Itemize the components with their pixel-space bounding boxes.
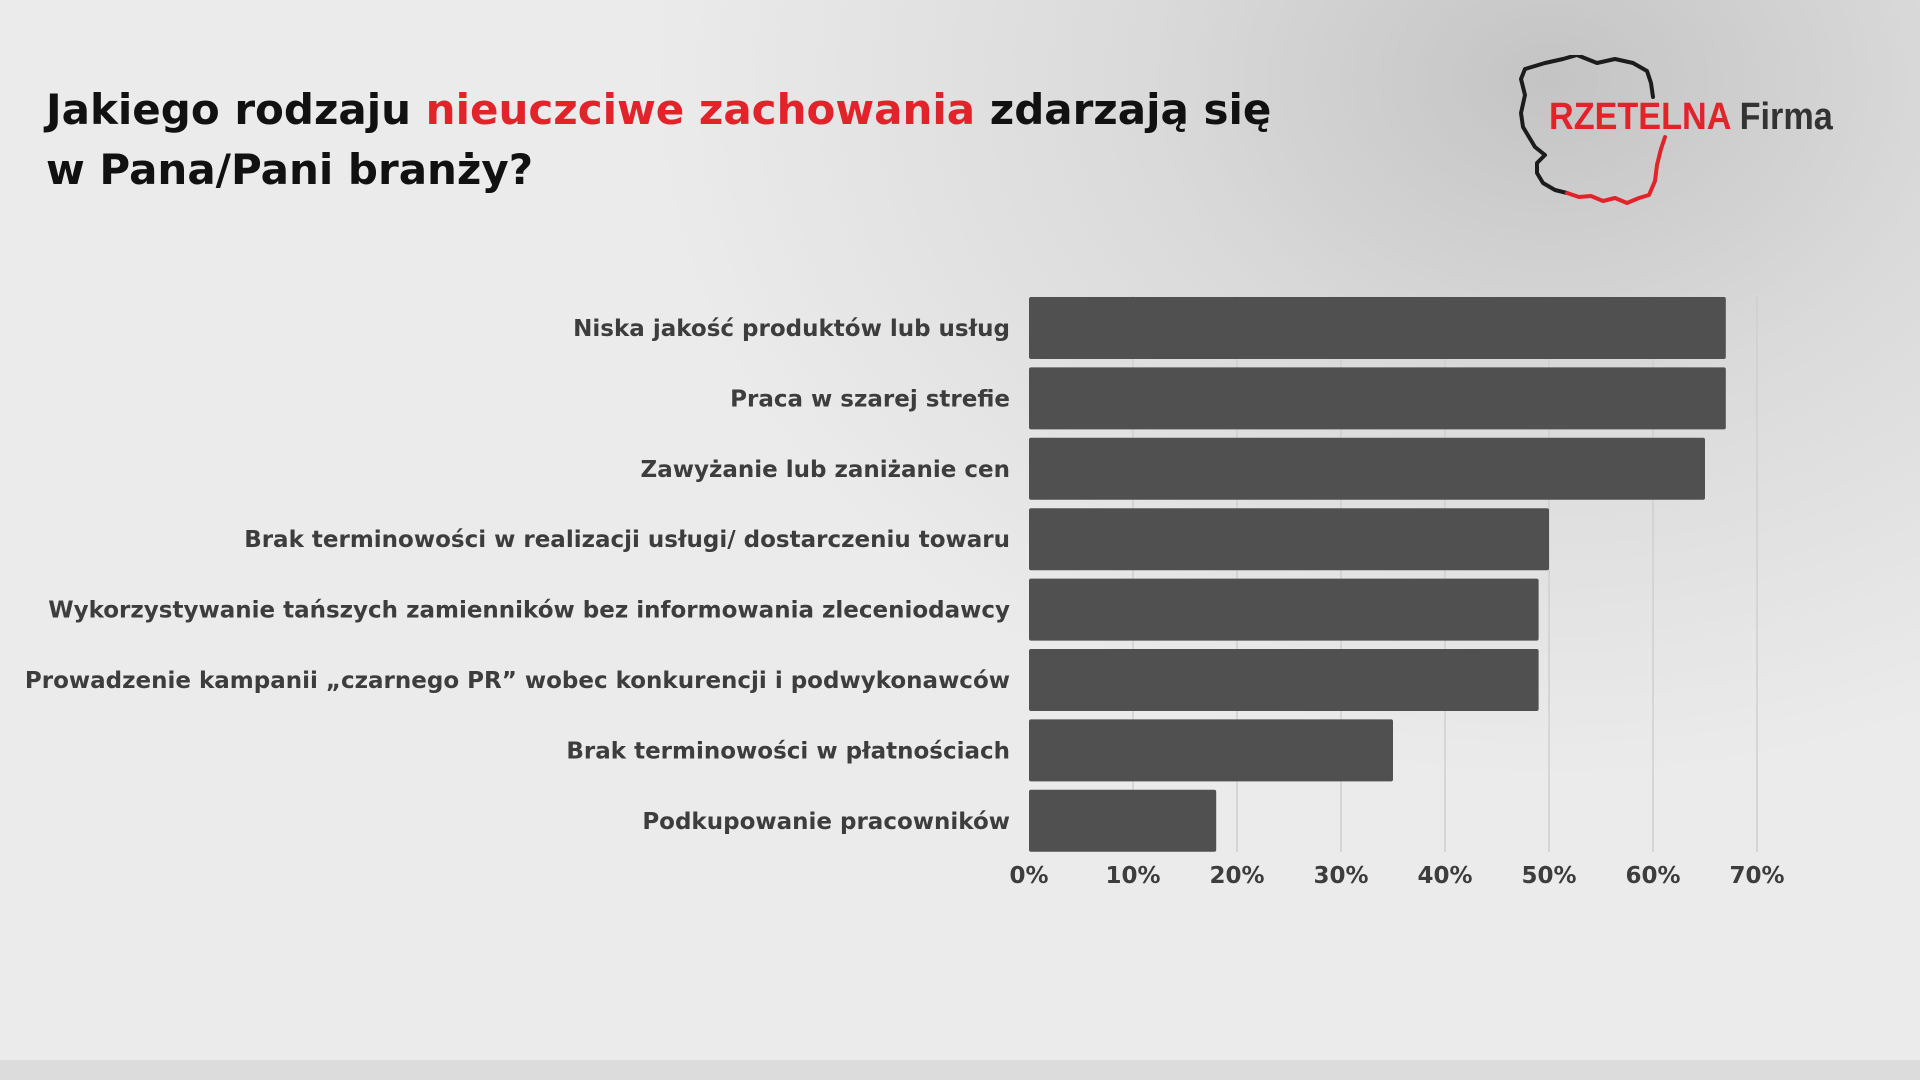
- category-label: Niska jakość produktów lub usług: [573, 316, 1010, 342]
- chart-category-labels: Niska jakość produktów lub usług Praca w …: [25, 316, 1010, 835]
- category-label: Brak terminowości w płatnościach: [566, 738, 1010, 764]
- bar: [1029, 297, 1726, 359]
- page-title: Jakiego rodzaju nieuczciwe zachowania zd…: [46, 80, 1446, 200]
- x-tick-label: 50%: [1521, 863, 1576, 889]
- bar: [1029, 578, 1539, 641]
- bottom-strip: [0, 1060, 1920, 1080]
- logo-text-firma: Firma: [1739, 96, 1833, 138]
- chart-x-axis-ticks: 0% 10% 20% 30% 40% 50% 60% 70%: [1009, 863, 1784, 889]
- bar: [1029, 719, 1393, 782]
- x-tick-label: 0%: [1009, 863, 1048, 889]
- title-part-1: Jakiego rodzaju: [46, 85, 426, 134]
- x-tick-label: 40%: [1417, 863, 1472, 889]
- category-label: Praca w szarej strefie: [730, 386, 1010, 412]
- x-tick-label: 60%: [1625, 863, 1680, 889]
- title-highlight: nieuczciwe zachowania: [425, 85, 976, 134]
- rzetelna-firma-logo: RZETELNA Firma: [1515, 55, 1860, 205]
- logo-text: RZETELNA Firma: [1549, 95, 1833, 139]
- title-line-2: w Pana/Pani branży?: [46, 145, 534, 194]
- x-tick-label: 20%: [1209, 863, 1264, 889]
- category-label: Brak terminowości w realizacji usługi/ d…: [244, 527, 1010, 553]
- category-label: Podkupowanie pracowników: [642, 809, 1010, 835]
- logo-text-rzetelna: RZETELNA: [1549, 96, 1731, 138]
- x-tick-label: 30%: [1313, 863, 1368, 889]
- bar: [1029, 367, 1726, 430]
- bar: [1029, 789, 1217, 852]
- title-part-2: zdarzają się: [975, 85, 1272, 134]
- bar: [1029, 437, 1705, 500]
- category-label: Zawyżanie lub zaniżanie cen: [641, 457, 1010, 483]
- category-label: Prowadzenie kampanii „czarnego PR” wobec…: [25, 668, 1010, 694]
- x-tick-label: 70%: [1729, 863, 1784, 889]
- bar: [1029, 649, 1539, 711]
- x-tick-label: 10%: [1105, 863, 1160, 889]
- category-label: Wykorzystywanie tańszych zamienników bez…: [48, 598, 1010, 624]
- poland-map-icon: [1519, 55, 1667, 205]
- chart-bars: [1029, 297, 1726, 852]
- bar: [1029, 508, 1549, 571]
